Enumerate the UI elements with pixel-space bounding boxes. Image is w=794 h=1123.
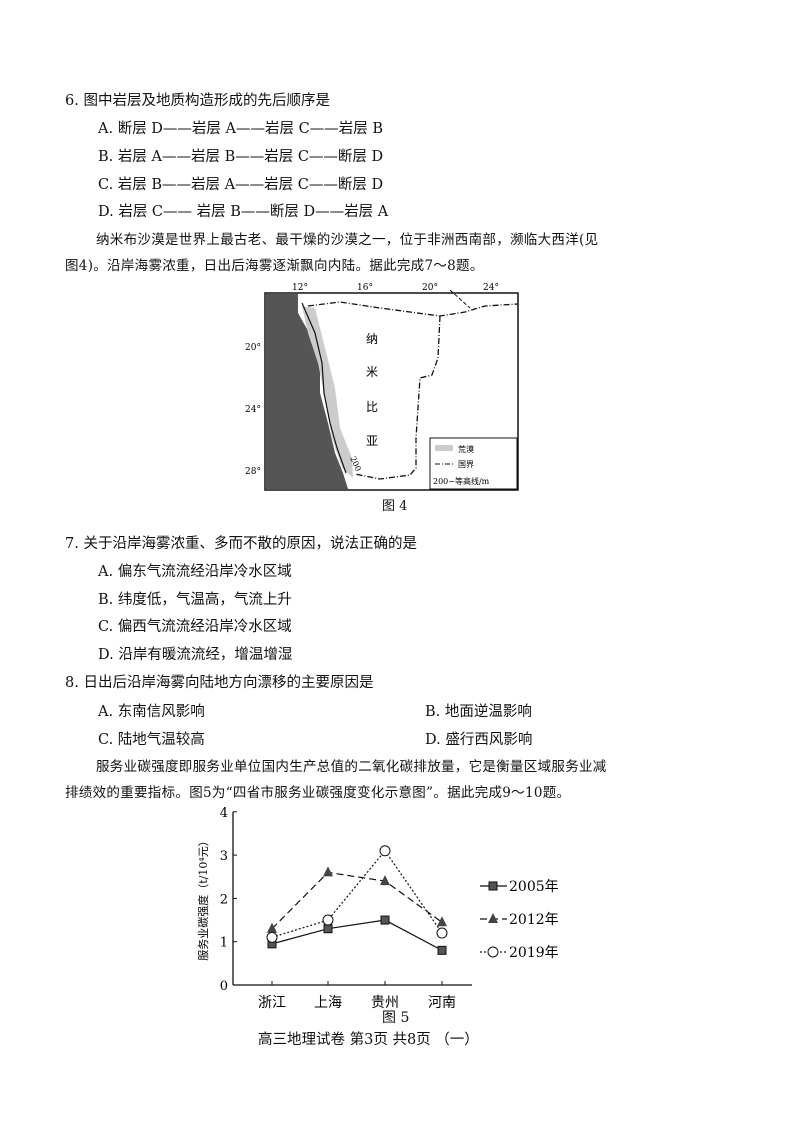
x-tick-label: 河南 (428, 995, 456, 1011)
marker-square (488, 881, 498, 891)
series-line-2019年 (271, 849, 443, 938)
legend-label: 2012年 (509, 912, 559, 928)
y-tick-label: 3 (220, 849, 228, 864)
y-tick-label: 1 (220, 936, 228, 951)
marker-triangle (267, 922, 277, 933)
series-line-2012年 (271, 871, 443, 930)
intro-paragraph-1-line-1: 纳米布沙漠是世界上最古老、最干燥的沙漠之一，位于非洲西南部，濒临大西洋(见 (96, 232, 599, 248)
lon-label: 16° (357, 283, 373, 293)
marker-square (323, 924, 333, 934)
marker-circle (266, 931, 278, 943)
legend-contour: 200~等高线/m (433, 476, 490, 486)
q8-option-b: B. 地面逆温影响 (425, 704, 532, 720)
intro-paragraph-1-line-2: 图4)。沿岸海雾浓重，日出后海雾逐渐飘向内陆。据此完成7～8题。 (65, 258, 484, 274)
q6-option-a: A. 断层 D——岩层 A——岩层 C——岩层 B (98, 121, 383, 137)
country-label: 比 (366, 400, 378, 414)
namib-map-figure: 12° 16° 20° 24° 20° 24° 28° 200 纳 米 比 亚 … (245, 283, 519, 491)
chart-caption: 图 5 (382, 1010, 410, 1026)
marker-square (380, 915, 390, 925)
country-label: 米 (366, 365, 378, 379)
q8-option-c: C. 陆地气温较高 (98, 732, 205, 748)
legend-desert: 荒漠 (458, 444, 474, 454)
lat-label: 24° (245, 405, 261, 415)
q6-option-d: D. 岩层 C—— 岩层 B——断层 D——岩层 A (98, 204, 389, 220)
x-tick-label: 贵州 (371, 995, 399, 1011)
q8-stem: 8. 日出后沿岸海雾向陆地方向漂移的主要原因是 (65, 675, 374, 691)
map-caption: 图 4 (382, 499, 408, 514)
ocean (266, 294, 348, 489)
lon-label: 20° (422, 283, 438, 293)
marker-triangle (323, 866, 333, 877)
country-label: 亚 (366, 434, 378, 448)
q6-option-b: B. 岩层 A——岩层 B——岩层 C——断层 D (98, 149, 384, 165)
y-tick-label: 2 (220, 892, 228, 907)
y-axis-label: 服务业碳强度（t/10⁴元） (196, 835, 210, 961)
x-tick-label: 浙江 (258, 995, 286, 1011)
q7-option-a: A. 偏东气流流经沿岸冷水区域 (98, 564, 292, 580)
national-border (307, 301, 519, 480)
country-label: 纳 (366, 332, 378, 346)
intro-paragraph-2-line-1: 服务业碳强度即服务业单位国内生产总值的二氧化碳排放量，它是衡量区域服务业减 (96, 759, 607, 775)
y-tick-label: 0 (220, 979, 228, 994)
q7-stem: 7. 关于沿岸海雾浓重、多而不散的原因，说法正确的是 (65, 536, 417, 552)
marker-circle (436, 927, 448, 939)
contour-line (301, 302, 347, 474)
marker-square (437, 945, 447, 955)
marker-circle (379, 845, 391, 857)
q7-option-d: D. 沿岸有暖流流经，增温增湿 (98, 647, 293, 663)
marker-triangle (380, 875, 390, 886)
legend-label: 2005年 (509, 879, 559, 895)
desert-strip (302, 306, 353, 478)
lat-label: 20° (245, 343, 261, 353)
marker-circle (487, 946, 499, 958)
q7-option-b: B. 纬度低，气温高，气流上升 (98, 592, 292, 608)
legend-label: 2019年 (509, 945, 559, 961)
national-border (449, 289, 471, 309)
q6-option-c: C. 岩层 B——岩层 A——岩层 C——断层 D (98, 177, 384, 193)
x-tick-label: 上海 (314, 995, 342, 1011)
q8-option-d: D. 盛行西风影响 (425, 732, 533, 748)
series-line-2005年 (271, 919, 443, 951)
q7-option-c: C. 偏西气流流经沿岸冷水区域 (98, 619, 292, 635)
q6-stem: 6. 图中岩层及地质构造形成的先后顺序是 (65, 93, 330, 109)
legend-border: 国界 (458, 460, 474, 469)
intro-paragraph-2-line-2: 排绩效的重要指标。图5为“四省市服务业碳强度变化示意图”。据此完成9～10题。 (65, 785, 571, 801)
lon-label: 12° (292, 283, 308, 293)
y-tick-label: 4 (220, 806, 228, 821)
marker-circle (322, 914, 334, 926)
lat-label: 28° (245, 467, 261, 477)
lon-label: 24° (483, 283, 499, 293)
marker-triangle (488, 913, 498, 923)
marker-triangle (437, 916, 447, 927)
legend-desert-swatch (435, 445, 453, 451)
q8-option-a: A. 东南信风影响 (98, 704, 205, 720)
page-footer: 高三地理试卷 第3页 共8页 （一） (258, 1032, 479, 1048)
